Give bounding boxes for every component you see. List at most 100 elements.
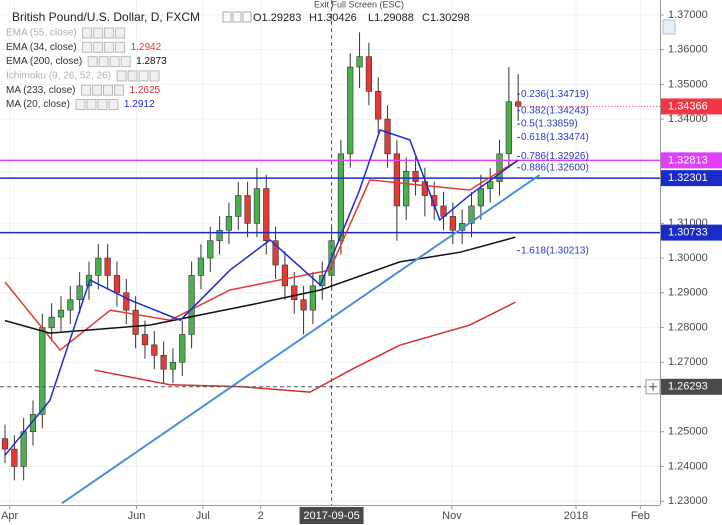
y-tick-label: 1.31000 xyxy=(668,217,708,229)
legend-icon[interactable] xyxy=(87,56,98,68)
candle-body xyxy=(347,66,354,155)
fib-label: 0.5(1.33859) xyxy=(521,119,578,130)
legend-icon[interactable] xyxy=(82,27,93,39)
candle-body xyxy=(29,414,37,433)
header-icon[interactable] xyxy=(222,11,232,23)
candle-body xyxy=(179,334,186,363)
legend-label: EMA (200, close) xyxy=(6,56,82,67)
x-tick-label: Jul xyxy=(196,510,210,522)
legend-icon[interactable] xyxy=(97,99,108,110)
legend-icon[interactable] xyxy=(138,70,149,82)
ohlc-value: O1.29283 xyxy=(253,12,301,24)
price-label: 1.26293 xyxy=(668,381,708,393)
header-icon[interactable] xyxy=(232,11,242,23)
candle-body xyxy=(132,309,139,335)
fib-label: 0.618(1.33474) xyxy=(521,132,589,143)
indicator-line xyxy=(94,301,516,393)
legend-label: MA (233, close) xyxy=(6,85,75,96)
legend-icon[interactable] xyxy=(115,27,126,39)
y-tick-label: 1.30000 xyxy=(668,252,708,264)
candle-body xyxy=(11,448,18,467)
trendline xyxy=(61,174,541,505)
legend-label: EMA (55, close) xyxy=(6,28,77,39)
legend-icon[interactable] xyxy=(113,84,124,96)
legend-icon[interactable] xyxy=(116,70,127,82)
candle-body xyxy=(188,275,195,335)
price-label: 1.34366 xyxy=(668,100,708,112)
legend-icon[interactable] xyxy=(120,56,131,68)
x-tick-label: Apr xyxy=(1,510,18,522)
indicator-line xyxy=(4,128,519,456)
ohlc-value: L1.29088 xyxy=(368,12,414,24)
legend-icon[interactable] xyxy=(108,99,119,110)
fib-label: 0.382(1.34243) xyxy=(521,105,589,116)
legend-icon[interactable] xyxy=(93,27,104,39)
candle-body xyxy=(309,285,317,311)
price-label: 1.32301 xyxy=(668,172,708,184)
candle-body xyxy=(263,188,270,241)
legend-icon[interactable] xyxy=(104,41,115,53)
candle-body xyxy=(253,188,261,224)
legend-icon[interactable] xyxy=(80,84,91,96)
legend-value: 1.2625 xyxy=(129,85,160,96)
candle-body xyxy=(487,181,494,189)
exit-fullscreen[interactable]: Exit Full Screen (ESC) xyxy=(314,0,404,9)
price-label-bg xyxy=(661,98,722,115)
plot xyxy=(0,32,660,505)
candle-body xyxy=(337,153,344,241)
legend-icon[interactable] xyxy=(127,70,138,82)
candle-body xyxy=(244,195,251,224)
fib-label: 0.236(1.34719) xyxy=(521,89,589,100)
legend-icon[interactable] xyxy=(102,84,113,96)
add-icon[interactable] xyxy=(662,19,676,35)
candle-body xyxy=(207,240,214,259)
candle-body xyxy=(496,153,503,182)
legend-icon[interactable] xyxy=(115,41,126,53)
candle-body xyxy=(123,292,130,311)
legend-label: EMA (34, close) xyxy=(6,42,77,53)
grid xyxy=(0,0,660,505)
legend-icon[interactable] xyxy=(98,56,109,68)
indicator-line xyxy=(4,159,519,352)
candle-body xyxy=(235,195,242,217)
candle-body xyxy=(403,170,410,207)
legend-icon[interactable] xyxy=(93,41,104,53)
candle-body xyxy=(197,257,205,276)
candle-body xyxy=(449,216,456,231)
legend-icon[interactable] xyxy=(75,99,86,110)
candle-body xyxy=(216,229,223,241)
legend-label: MA (20, close) xyxy=(6,99,70,110)
x-tick-label: Feb xyxy=(631,510,650,522)
y-tick-label: 1.37000 xyxy=(668,9,708,21)
candle-body xyxy=(113,275,121,294)
chart-title: British Pound/U.S. Dollar, D, FXCM xyxy=(12,10,200,24)
date-label: 2017-09-05 xyxy=(303,510,359,522)
candle-body xyxy=(272,240,279,266)
price-label-bg xyxy=(661,152,722,169)
y-tick-label: 1.34000 xyxy=(668,113,708,125)
y-tick-label: 1.29000 xyxy=(668,287,708,299)
legend-icon[interactable] xyxy=(109,56,120,68)
fib-label: 0.786(1.32926) xyxy=(521,151,589,162)
candle-body xyxy=(39,327,46,415)
x-tick-label: Nov xyxy=(442,510,462,522)
fib-label: 0.886(1.32600) xyxy=(521,162,589,173)
legend-icon[interactable] xyxy=(86,99,97,110)
candle-body xyxy=(95,257,102,276)
candle-body xyxy=(225,216,233,231)
price-label-bg xyxy=(661,170,722,187)
y-tick-label: 1.28000 xyxy=(668,321,708,333)
legend-icon[interactable] xyxy=(149,70,160,82)
legend-icon[interactable] xyxy=(91,84,102,96)
ohlc-value: C1.30298 xyxy=(422,12,470,24)
crosshair-add-icon[interactable] xyxy=(649,382,657,391)
candle-body xyxy=(1,438,9,450)
legend-value: 1.2912 xyxy=(124,99,155,110)
legend-icon[interactable] xyxy=(82,41,93,53)
legend-icon[interactable] xyxy=(104,27,115,39)
header-icon[interactable] xyxy=(242,11,252,23)
x-tick-label: 2018 xyxy=(564,510,588,522)
y-tick-label: 1.27000 xyxy=(668,356,708,368)
candle-body xyxy=(468,205,475,224)
